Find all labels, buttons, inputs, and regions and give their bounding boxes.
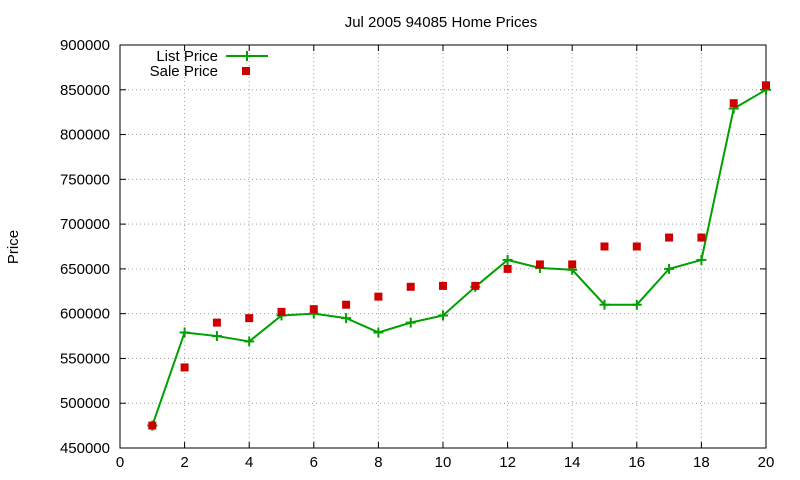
sale-price-point [762, 81, 770, 90]
x-tick-label: 0 [116, 454, 124, 471]
x-tick-label: 10 [435, 454, 452, 471]
list-price-point [664, 263, 675, 274]
series-list-price [147, 84, 771, 431]
y-tick-label: 700000 [60, 216, 110, 233]
sale-price-point [632, 242, 641, 251]
x-tick-label: 2 [180, 454, 188, 471]
y-tick-label: 900000 [60, 37, 110, 54]
sale-price-point [148, 421, 157, 430]
x-tick-label: 16 [628, 454, 645, 471]
sale-price-point [374, 292, 383, 301]
sale-price-point [439, 281, 447, 290]
list-price-point [211, 331, 222, 342]
sale-price-point [535, 260, 544, 269]
y-tick-label: 550000 [60, 350, 110, 367]
sale-price-point [503, 264, 512, 273]
list-price-point [244, 336, 255, 347]
legend-label-sale-price: Sale Price [150, 63, 218, 80]
x-tick-label: 18 [693, 454, 710, 471]
y-tick-label: 650000 [60, 261, 110, 278]
x-tick-label: 14 [564, 454, 581, 471]
legend-marker-list-price [242, 51, 252, 61]
sale-price-point [471, 281, 480, 290]
list-price-point [599, 299, 610, 310]
sale-price-point [245, 314, 254, 323]
list-price-line [151, 88, 767, 426]
y-axis-label: Price [5, 230, 22, 264]
legend: List Price Sale Price [150, 48, 268, 80]
sale-price-point [212, 318, 221, 327]
x-tick-label: 20 [758, 454, 775, 471]
x-tick-label: 12 [499, 454, 516, 471]
x-tick-label: 8 [374, 454, 382, 471]
y-tick-label: 750000 [60, 171, 110, 188]
ticks: 0 2 4 6 8 10 12 14 16 18 20 450000 500000 550000 60000… [60, 37, 774, 471]
x-tick-label: 6 [310, 454, 318, 471]
x-tick-label: 4 [245, 454, 253, 471]
sale-price-point [342, 300, 351, 309]
sale-price-point [309, 305, 318, 314]
legend-marker-sale-price [242, 67, 250, 75]
sale-price-point [600, 242, 609, 251]
list-price-point [373, 327, 384, 338]
y-tick-label: 450000 [60, 440, 110, 457]
y-tick-label: 600000 [60, 306, 110, 323]
list-price-point [502, 254, 513, 265]
sale-price-point [665, 233, 674, 242]
y-tick-label: 500000 [60, 395, 110, 412]
series-sale-price [148, 81, 770, 430]
y-tick-label: 800000 [60, 127, 110, 144]
sale-price-point [277, 307, 286, 316]
grid [120, 45, 766, 448]
list-price-point [179, 327, 190, 338]
sale-price-point [697, 233, 706, 242]
sale-price-point [568, 260, 577, 269]
y-tick-label: 850000 [60, 82, 110, 99]
sale-price-point [729, 99, 738, 108]
list-price-point [631, 299, 642, 310]
list-price-point [341, 313, 352, 324]
legend-label-list-price: List Price [156, 48, 218, 65]
list-price-point [696, 254, 707, 265]
sale-price-point [180, 363, 189, 372]
sale-price-point [406, 282, 415, 291]
chart-title: Jul 2005 94085 Home Prices [345, 14, 538, 31]
list-price-point [438, 310, 448, 321]
list-price-point [405, 317, 416, 328]
